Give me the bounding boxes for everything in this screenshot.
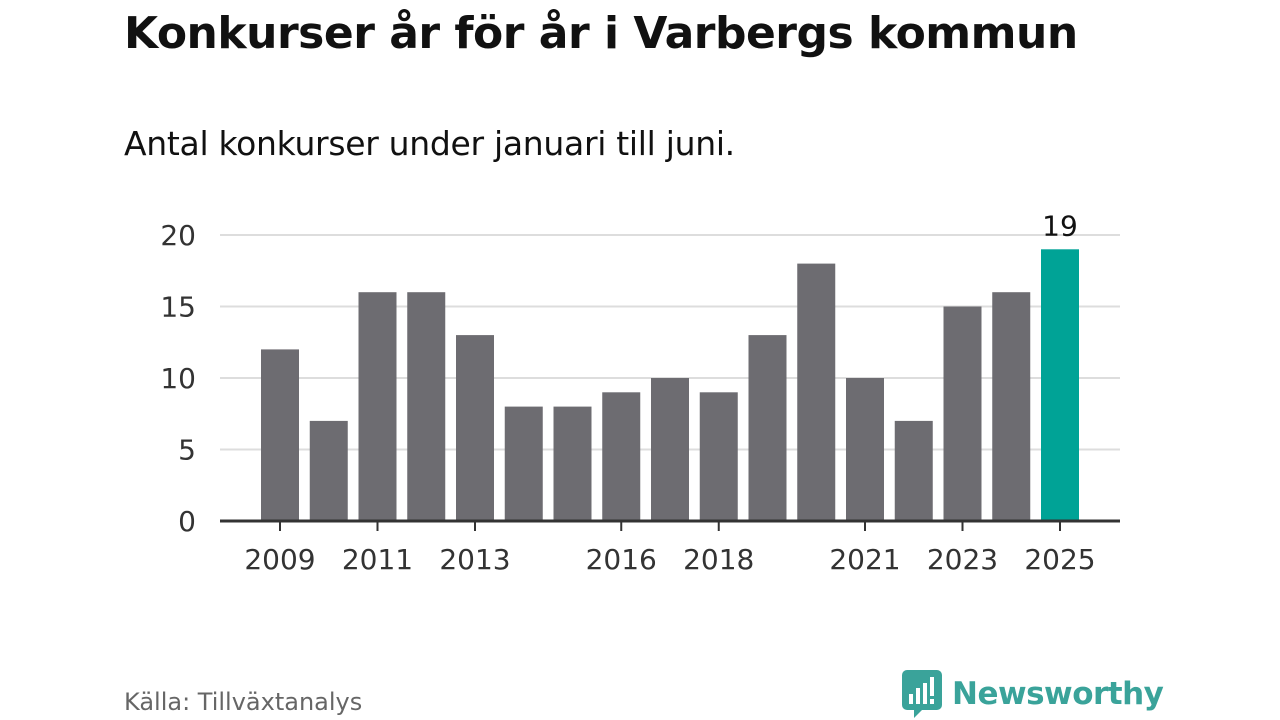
x-tick-label: 2023: [927, 543, 998, 576]
data-labels: 19: [1042, 209, 1078, 242]
bar-2012: [407, 292, 446, 521]
bar-2024: [992, 292, 1031, 521]
x-tick-label: 2021: [829, 543, 900, 576]
source-note: Källa: Tillväxtanalys: [124, 688, 363, 716]
x-tick-label: 2018: [683, 543, 754, 576]
logo-text: Newsworthy: [952, 676, 1164, 712]
bar-2021: [846, 378, 884, 521]
bar-2018: [699, 392, 738, 521]
x-tick-label: 2011: [342, 543, 413, 576]
y-tick-label: 5: [178, 434, 196, 467]
bar-2019: [748, 335, 787, 521]
x-tick-label: 2013: [439, 543, 510, 576]
bar-2023: [943, 306, 982, 521]
bar-2016: [602, 392, 641, 521]
bar-2009: [261, 349, 299, 521]
x-tick-label: 2016: [586, 543, 657, 576]
bar-2011: [358, 292, 397, 521]
bars: [261, 249, 1079, 522]
bar-2015: [553, 406, 592, 521]
x-tick-label: 2009: [244, 543, 315, 576]
y-tick-label: 15: [160, 291, 196, 324]
bar-2025: [1041, 249, 1079, 522]
bar-2020: [797, 263, 836, 521]
chart-title: Konkurser år för år i Varbergs kommun: [124, 8, 1078, 59]
y-tick-label: 20: [160, 219, 196, 252]
y-axis-ticks: 0 5 10 15 20: [160, 219, 196, 538]
chart-subtitle: Antal konkurser under januari till juni.: [124, 124, 735, 163]
bar-2017: [651, 378, 689, 521]
bar-2014: [504, 406, 543, 521]
bar-chart-speech-bubble-icon: [902, 670, 942, 718]
bar-chart: 0 5 10 15 20 2009 2011 2013 2016 2018 2021 2023 202…: [160, 209, 1120, 576]
bar-2013: [456, 335, 494, 521]
x-tick-label: 2025: [1024, 543, 1095, 576]
data-label-2025: 19: [1042, 209, 1078, 242]
y-tick-label: 10: [160, 362, 196, 395]
bar-2022: [894, 420, 933, 521]
newsworthy-logo: Newsworthy: [902, 670, 1164, 718]
x-axis-ticks: 2009 2011 2013 2016 2018 2021 2023 2025: [244, 521, 1096, 576]
bar-2010: [309, 420, 348, 521]
y-tick-label: 0: [178, 505, 196, 538]
